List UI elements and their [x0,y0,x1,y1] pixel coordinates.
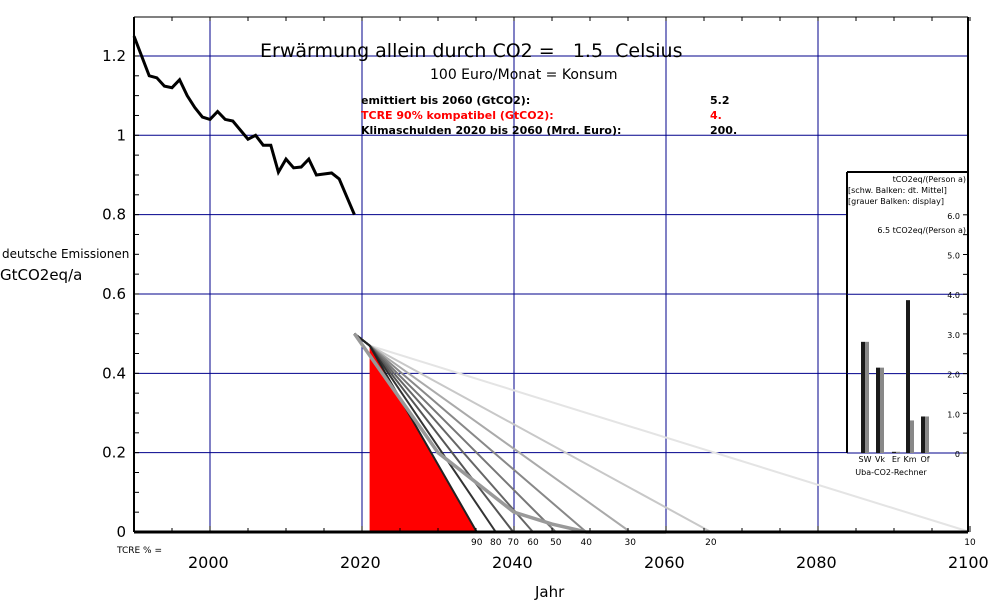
info-block: emittiert bis 2060 (GtCO2): 5.2 TCRE 90% k… [361,94,737,137]
y-axis-label-1: deutsche Emissionen [2,247,129,261]
y-tick-label: 0.8 [102,206,126,224]
history-emissions-line [132,35,356,216]
chart-subtitle: 100 Euro/Monat = Konsum [430,67,618,83]
inset-note: 6.5 tCO2eq/(Person a) [877,226,966,235]
x-tick-label: 2020 [340,553,381,572]
inset-tick-label: 2.0 [947,371,960,380]
info-label: TCRE 90% kompatibel (GtCO2): [361,109,554,122]
inset-bar-of-1 [925,416,929,453]
inset-header: [schw. Balken: dt. Mittel] [848,186,947,195]
pathway-label: 80 [490,538,502,548]
inset-tick-label: 3.0 [947,331,960,340]
inset-category-label: Vk [875,455,885,464]
inset-caption: Uba-CO2-Rechner [855,468,927,477]
inset-header: tCO2eq/(Person a) [893,175,966,184]
pathway-label: 30 [625,538,637,548]
info-value: 200. [710,124,737,137]
info-value: 4. [710,109,722,122]
inset-bar-vk-1 [880,367,884,453]
pathway-label: 10 [964,538,976,548]
inset-category-label: Er [892,455,901,464]
x-tick-label: 2080 [796,553,837,572]
y-axis-label-2: GtCO2eq/a [0,266,82,284]
y-tick-label: 0.2 [102,444,126,462]
inset-category-label: Of [920,455,929,464]
tcre-label: TCRE % = [116,546,162,556]
x-tick-label: 2060 [644,553,685,572]
pathway-label: 90 [471,538,483,548]
grid [134,17,968,532]
pathway-label: 40 [580,538,592,548]
axes: 2000 2020 2040 2060 2080 210000.20.40.60.811.… [102,16,989,572]
inset-bar-sw-1 [865,341,869,453]
inset-header: [grauer Balken: display] [848,197,944,206]
inset-bar-sw-0 [861,341,865,453]
chart-title: Erwärmung allein durch CO2 = 1.5 Celsius [260,40,682,62]
pathway-line-90 [353,332,478,533]
inset-bar-km-0 [906,300,910,453]
y-tick-label: 0.6 [102,285,126,303]
pathway-label: 70 [508,538,520,548]
x-tick-label: 2040 [492,553,533,572]
info-value: 5.2 [710,94,730,107]
pathway-label: 60 [527,538,539,548]
x-tick-label: 2100 [948,553,989,572]
inset-category-label: SW [859,455,872,464]
pathway-label: 20 [705,538,717,548]
y-tick-label: 0.4 [102,364,126,382]
inset-bar-of-0 [921,416,925,453]
info-label: emittiert bis 2060 (GtCO2): [361,94,530,107]
inset-tick-label: 1.0 [947,410,960,419]
inset-bar-vk-0 [876,367,880,453]
inset-category-label: Km [903,455,916,464]
inset-bar-er-1 [896,451,900,453]
inset-tick-label: 5.0 [947,252,960,261]
y-tick-label: 1.2 [102,47,126,65]
inset-bar-km-1 [910,420,914,453]
y-tick-label: 0 [116,523,126,541]
y-tick-label: 1 [116,126,126,144]
inset-tick-label: 0 [955,450,960,459]
inset-tick-label: 6.0 [947,212,960,221]
inset-tick-label: 4.0 [947,291,960,300]
inset-bar-er-0 [892,451,896,453]
x-tick-label: 2000 [188,553,229,572]
pathway-label: 50 [550,538,562,548]
info-label: Klimaschulden 2020 bis 2060 (Mrd. Euro): [361,124,621,137]
inset-bar-chart: 0 1.0 2.0 3.0 4.0 5.0 6.0 tCO2eq/(Person a) [sch… [846,171,968,483]
x-axis-label: Jahr [534,583,565,601]
